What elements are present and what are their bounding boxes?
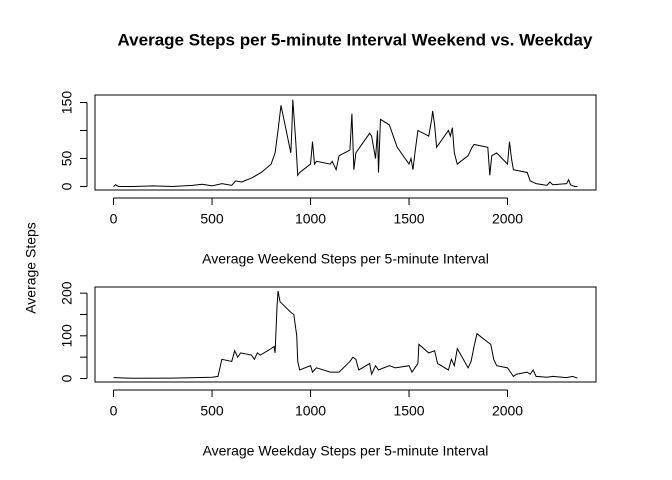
x-tick-label: 500 bbox=[200, 403, 224, 419]
x-tick-label: 2000 bbox=[492, 211, 523, 227]
x-tick-label: 0 bbox=[110, 211, 118, 227]
y-tick-label: 150 bbox=[59, 91, 75, 115]
data-line bbox=[113, 290, 578, 379]
plot-box bbox=[94, 286, 597, 383]
y-tick-label: 200 bbox=[59, 281, 75, 305]
y-tick-label: 0 bbox=[59, 374, 75, 382]
x-tick-label: 0 bbox=[110, 403, 118, 419]
x-tick-label: 500 bbox=[200, 211, 224, 227]
y-axis-label: Average Steps bbox=[23, 222, 39, 314]
x-tick-label: 1500 bbox=[393, 403, 424, 419]
x-tick-label: 1000 bbox=[295, 211, 326, 227]
x-axis-label: Average Weekend Steps per 5-minute Inter… bbox=[202, 251, 489, 267]
y-tick-label: 0 bbox=[59, 182, 75, 190]
data-line bbox=[113, 99, 578, 187]
figure-title: Average Steps per 5-minute Interval Week… bbox=[118, 30, 593, 49]
y-tick-label: 50 bbox=[59, 150, 75, 166]
y-tick-label: 100 bbox=[59, 324, 75, 348]
plot-box bbox=[94, 94, 597, 191]
x-tick-label: 2000 bbox=[492, 403, 523, 419]
x-tick-label: 1500 bbox=[393, 211, 424, 227]
x-tick-label: 1000 bbox=[295, 403, 326, 419]
x-axis-label: Average Weekday Steps per 5-minute Inter… bbox=[203, 443, 489, 459]
